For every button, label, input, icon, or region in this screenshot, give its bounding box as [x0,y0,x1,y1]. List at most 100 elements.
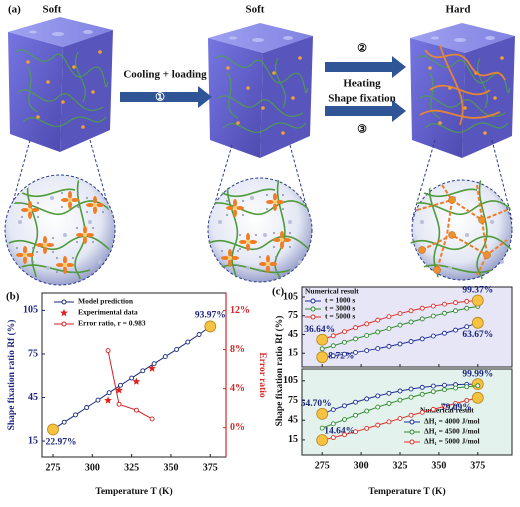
point [330,343,336,349]
x-tick-label: 325 [393,460,408,471]
legend-marker [61,299,67,305]
y-axis-label: Shape fixation ratio Rf (%) [274,316,285,427]
y-axis-label: Shape fixation ratio Rf (%) [6,320,17,431]
point [442,310,447,316]
x-tick-label: 300 [354,460,369,471]
point [342,403,347,409]
legend-label: t = 1000 s [325,296,355,305]
point [375,422,381,428]
point [364,348,370,354]
y-tick-label: 15 [288,348,298,359]
panel-label: (c) [272,286,285,298]
step-number: ③ [357,124,367,136]
point [430,313,436,319]
y2-axis-label: Error ratio [257,352,267,398]
x-tick-label: 350 [163,462,178,473]
point [364,332,370,338]
value-label: 22.97% [46,438,77,448]
value-label: 14.64% [324,426,355,436]
point [148,364,156,372]
value-label: 8.72% [328,351,354,361]
step-text: Heating [343,78,381,90]
point [408,339,414,344]
legend-marker [409,429,415,435]
point [342,351,347,357]
zoom-circle-2 [207,177,313,283]
point [364,408,370,414]
y-tick-label: 45 [28,392,38,403]
arrows [120,56,406,122]
y-tick-label: 45 [288,415,298,426]
point [149,416,155,422]
highlight-point [316,333,329,346]
x-tick-label: 275 [315,460,330,471]
point [375,404,381,410]
series-line [107,350,153,420]
legend-marker [60,309,68,317]
point [342,329,347,335]
legend-label: Model prediction [78,297,134,306]
point [140,368,146,374]
y-tick-label: 105 [283,375,298,386]
y-tick-label: 45 [288,329,298,340]
y2-tick-label: 8% [230,344,245,355]
point [132,377,141,385]
point [353,412,358,418]
zoom-circle-1 [4,174,116,286]
point [430,389,436,395]
x-tick-label: 350 [431,460,446,471]
point [364,425,370,431]
point [353,349,358,355]
y2-tick-label: 4% [230,383,245,394]
legend-label: ΔH₁ = 5000 J/mol [424,437,480,446]
legend-marker [61,321,67,327]
point [408,308,414,314]
point [151,361,157,367]
point [162,354,168,360]
point [129,375,135,381]
highlight-point [204,320,217,333]
point [453,327,458,333]
x-axis-label: Temperature T (K) [95,486,172,497]
point [353,325,358,331]
point [364,321,370,327]
point [408,412,414,418]
point [342,339,347,345]
y-tick-label: 75 [28,348,38,359]
point [118,382,123,388]
legend-label: Error ratio, r = 0.983 [78,319,146,328]
y-tick-label: 105 [283,291,298,302]
point [319,425,325,431]
y2-tick-label: 0% [230,422,245,433]
point [375,393,381,399]
point [419,336,425,342]
legend-label: ΔH₁ = 4000 J/mol [424,417,480,426]
point [84,405,90,410]
y-tick-label: 75 [288,395,298,406]
point [342,432,347,438]
point [375,317,381,323]
point [185,339,191,345]
point [475,383,481,389]
highlight-point [47,423,59,436]
legend-marker [310,314,316,320]
point [419,316,425,322]
highlight-point [316,351,329,364]
x-axis-label: Temperature T (K) [368,486,445,497]
point [342,417,347,422]
point [386,390,392,396]
point [453,300,458,306]
point [397,322,403,328]
point [319,346,325,352]
y-tick-label: 105 [23,305,38,316]
point [430,333,436,339]
point [386,314,392,320]
legend-title: Numerical result [420,406,474,415]
point [464,384,470,390]
panel-label: (a) [8,4,21,16]
point [408,319,414,325]
point [464,305,470,311]
point [61,419,67,425]
step-number: ② [357,43,367,55]
